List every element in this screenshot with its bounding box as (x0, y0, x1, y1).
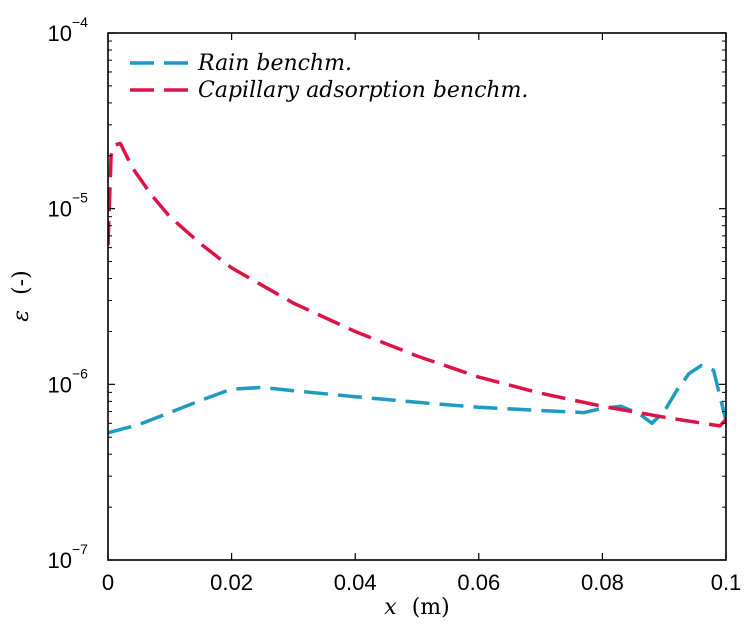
legend: Rain benchm. Capillary adsorption benchm… (130, 51, 528, 103)
series-layer (108, 141, 726, 435)
plot-frame (107, 32, 727, 561)
x-axis-unit: (m) (412, 595, 450, 620)
x-axis-variable: x (384, 595, 397, 620)
legend-entry-rain: Rain benchm. (130, 51, 352, 76)
x-tick-label: 0.04 (334, 570, 377, 595)
y-tick-label: 10 (48, 548, 72, 573)
legend-label-capillary: Capillary adsorption benchm. (198, 78, 528, 103)
y-tick-exponent: −6 (72, 365, 88, 381)
x-tick-label: 0 (102, 570, 114, 595)
y-tick-exponent: −7 (72, 541, 88, 557)
y-tick-label: 10 (48, 197, 72, 222)
legend-entry-capillary: Capillary adsorption benchm. (130, 78, 528, 103)
y-tick-label: 10 (48, 372, 72, 397)
y-tick-exponent: −5 (72, 190, 88, 206)
x-tick-label: 0.1 (711, 570, 742, 595)
y-axis-label: ε (-) (9, 270, 34, 321)
ticks-layer: 0 0.02 0.04 0.06 0.08 0.110−710−610−510−4 (48, 14, 742, 595)
series-line-0 (108, 363, 726, 435)
x-tick-label: 0.08 (581, 570, 624, 595)
series-line-1 (108, 141, 726, 428)
y-tick-exponent: −4 (72, 14, 88, 30)
legend-label-rain: Rain benchm. (197, 51, 352, 76)
y-axis-unit: (-) (9, 270, 34, 295)
x-tick-label: 0.06 (457, 570, 500, 595)
x-axis-label: x (m) (384, 595, 449, 620)
y-axis-variable: ε (9, 310, 34, 322)
y-tick-label: 10 (48, 21, 72, 46)
x-tick-label: 0.02 (210, 570, 253, 595)
plot-background (108, 33, 726, 560)
